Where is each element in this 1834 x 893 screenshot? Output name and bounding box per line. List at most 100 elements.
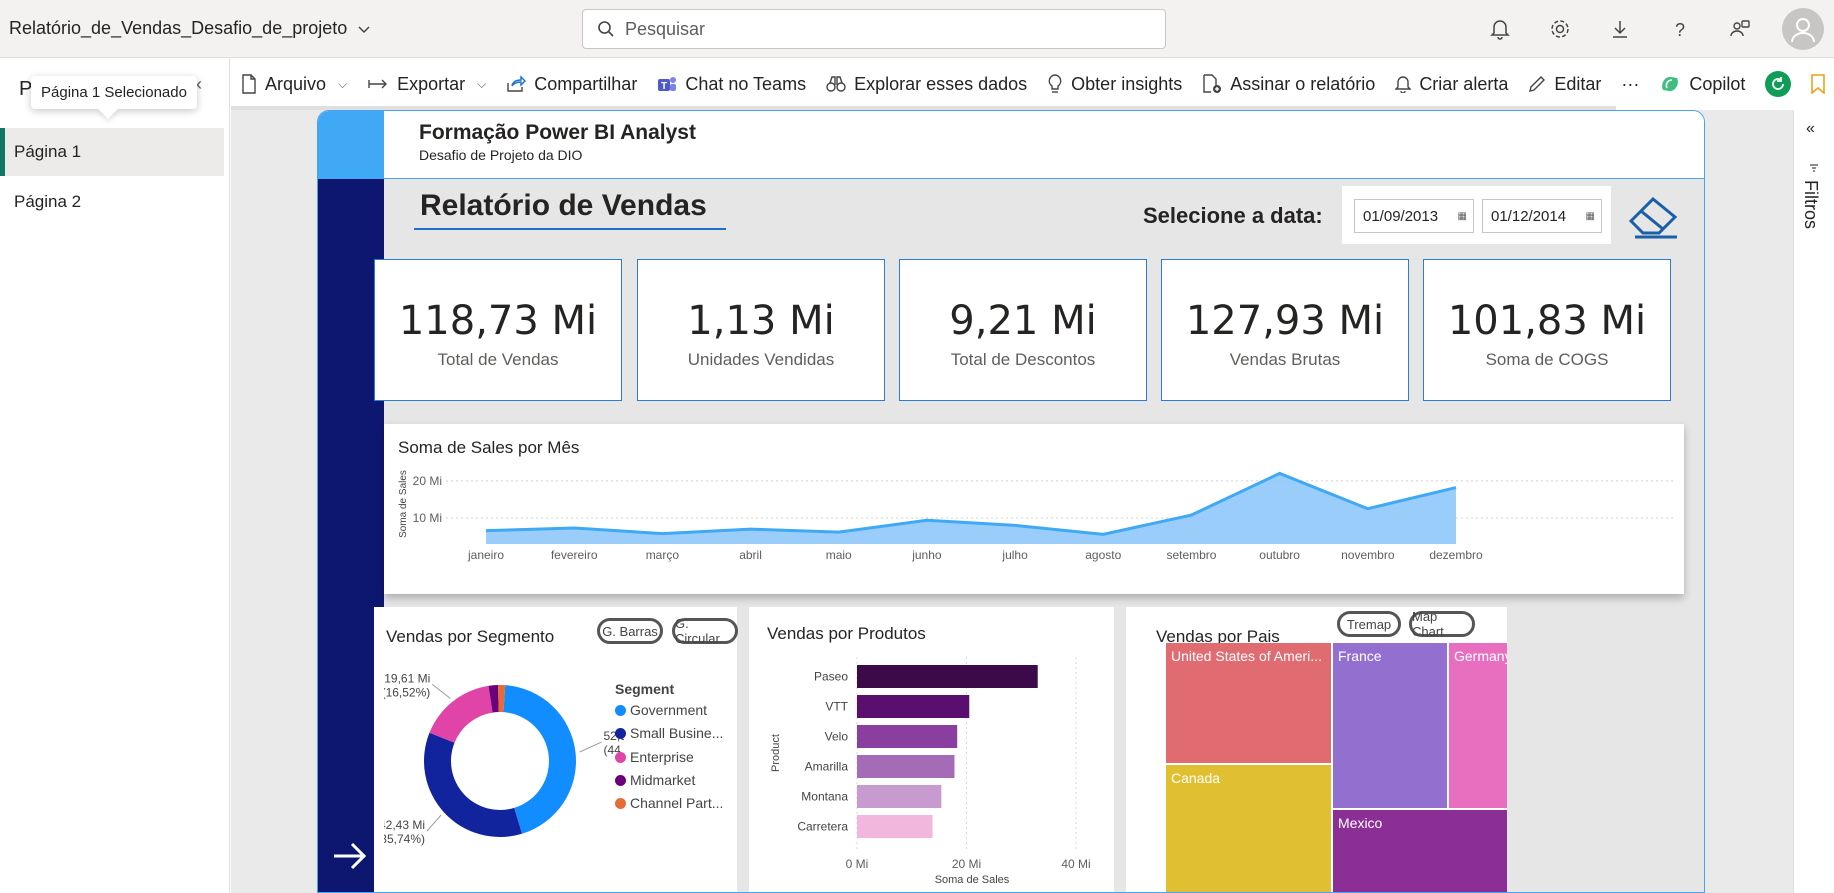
sales-by-month-chart[interactable]: Soma de Sales por Mês 10 Mi 20 Mi Soma de … bbox=[384, 424, 1684, 594]
kpi-value: 101,83 Mi bbox=[1447, 298, 1647, 344]
kpi-label: Unidades Vendidas bbox=[687, 350, 835, 369]
country-chart-panel[interactable]: Vendas por Pais Tremap Map Chart United … bbox=[1126, 607, 1507, 892]
x-tick-label: 20 Mi bbox=[952, 857, 981, 871]
arrow-right-icon[interactable] bbox=[332, 841, 368, 871]
bar-view-button[interactable]: G. Barras bbox=[597, 618, 663, 644]
report-canvas: Formação Power BI Analyst Desafio de Pro… bbox=[231, 110, 1793, 893]
legend-item-small-business[interactable]: Small Busine... bbox=[615, 725, 723, 741]
lightbulb-icon bbox=[1048, 74, 1062, 93]
date-end-input[interactable]: 01/12/2014 ▦ bbox=[1482, 199, 1602, 233]
page-tab-1[interactable]: Página 1 bbox=[0, 128, 224, 176]
download-icon bbox=[1613, 21, 1627, 38]
x-tick-label: outubro bbox=[1259, 548, 1300, 562]
search-input[interactable] bbox=[625, 18, 1145, 40]
help-button[interactable]: ? bbox=[1650, 0, 1710, 58]
double-chevron-left-icon: « bbox=[192, 74, 203, 94]
pencil-icon bbox=[1529, 76, 1546, 92]
share-people-button[interactable] bbox=[1710, 0, 1770, 58]
filters-pane[interactable]: « Filtros bbox=[1793, 110, 1834, 893]
criar-alerta-label: Criar alerta bbox=[1419, 73, 1509, 94]
compartilhar-label: Compartilhar bbox=[534, 73, 638, 94]
search-box[interactable] bbox=[582, 9, 1166, 49]
date-label: Selecione a data: bbox=[1143, 203, 1323, 228]
assinar-button[interactable]: Assinar o relatório bbox=[1202, 74, 1375, 95]
page-tab-2[interactable]: Página 2 bbox=[0, 178, 224, 226]
report-title-dropdown[interactable]: Relatório_de_Vendas_Desafio_de_projeto bbox=[9, 18, 371, 39]
copilot-button[interactable]: Copilot bbox=[1659, 74, 1745, 95]
report-header: Formação Power BI Analyst Desafio de Pro… bbox=[318, 111, 1704, 179]
segment-chart-panel[interactable]: Vendas por Segmento G. Barras G. Circula… bbox=[374, 607, 738, 892]
area-chart-svg: 10 Mi 20 Mi Soma de Sales janeiro fevereiro m… bbox=[398, 470, 1674, 562]
filter-icon bbox=[1810, 164, 1818, 172]
treemap-svg: United States of Ameri... France Germany Ca… bbox=[1166, 643, 1507, 892]
share-icon bbox=[507, 75, 527, 92]
arquivo-menu[interactable]: Arquivo ⌵ bbox=[241, 74, 347, 95]
avatar-icon bbox=[1791, 18, 1815, 43]
notifications-button[interactable] bbox=[1470, 0, 1530, 58]
compartilhar-button[interactable]: Compartilhar bbox=[506, 74, 637, 95]
search-icon bbox=[598, 21, 614, 37]
chevron-down-icon bbox=[358, 25, 370, 33]
bar-amarilla bbox=[857, 755, 955, 778]
insights-button[interactable]: Obter insights bbox=[1047, 74, 1182, 95]
filters-label: Filtros bbox=[1801, 180, 1821, 229]
explorar-button[interactable]: Explorar esses dados bbox=[826, 74, 1027, 95]
date-start-input[interactable]: 01/09/2013 ▦ bbox=[1354, 199, 1474, 233]
toolbar-scrollbar[interactable] bbox=[231, 106, 1616, 110]
legend-item-channel-partners[interactable]: Channel Part... bbox=[615, 795, 723, 811]
exportar-menu[interactable]: Exportar ⌵ bbox=[367, 74, 486, 95]
top-icons: ? bbox=[1470, 0, 1834, 58]
editar-button[interactable]: Editar bbox=[1528, 74, 1601, 95]
header-accent bbox=[318, 111, 384, 179]
legend-dot bbox=[615, 727, 626, 739]
pie-view-button[interactable]: G. Circular bbox=[672, 616, 738, 646]
criar-alerta-button[interactable]: Criar alerta bbox=[1395, 74, 1508, 95]
legend-item-government[interactable]: Government bbox=[615, 702, 707, 718]
y-tick-label: 20 Mi bbox=[413, 474, 442, 488]
double-chevron-left-icon[interactable]: « bbox=[1806, 120, 1815, 137]
data-label-value: 19,61 Mi bbox=[384, 671, 430, 685]
avatar[interactable] bbox=[1782, 8, 1824, 50]
y-tick-label: Montana bbox=[801, 790, 848, 804]
legend-dot bbox=[615, 797, 626, 809]
x-tick-label: novembro bbox=[1341, 548, 1395, 562]
legend-label: Enterprise bbox=[630, 749, 694, 765]
legend-dot bbox=[615, 751, 626, 763]
kpi-label: Total de Vendas bbox=[437, 350, 559, 369]
treemap-view-button[interactable]: Tremap bbox=[1337, 611, 1401, 637]
editar-label: Editar bbox=[1554, 73, 1602, 94]
kpi-unidades-vendidas: 1,13 Mi Unidades Vendidas bbox=[637, 259, 885, 401]
legend-dot bbox=[615, 704, 626, 716]
donut-slice-midmarket bbox=[488, 685, 499, 713]
title-underline bbox=[414, 228, 726, 230]
collapse-pages-button[interactable]: « bbox=[192, 74, 202, 95]
legend-item-enterprise[interactable]: Enterprise bbox=[615, 749, 694, 765]
bookmark-button[interactable] bbox=[1811, 74, 1826, 94]
page-tab-label: Página 1 bbox=[14, 142, 82, 161]
area-fill bbox=[486, 473, 1456, 544]
settings-button[interactable] bbox=[1530, 0, 1590, 58]
treemap-label: Mexico bbox=[1338, 815, 1383, 831]
header-title: Formação Power BI Analyst bbox=[419, 121, 696, 144]
teams-chat-button[interactable]: T Chat no Teams bbox=[657, 74, 806, 95]
chart-title: Vendas por Produtos bbox=[767, 624, 926, 643]
treemap-label: Germany bbox=[1454, 648, 1507, 664]
pages-header: P bbox=[19, 78, 33, 100]
treemap-label: France bbox=[1338, 648, 1382, 664]
teams-label: Chat no Teams bbox=[685, 73, 807, 94]
more-options-button[interactable]: ··· bbox=[1621, 74, 1639, 95]
eraser-icon[interactable] bbox=[1625, 191, 1681, 241]
donut-slice-government bbox=[503, 685, 576, 834]
subscribe-icon bbox=[1203, 74, 1222, 93]
download-button[interactable] bbox=[1590, 0, 1650, 58]
chart-title: Vendas por Pais bbox=[1156, 627, 1280, 646]
refresh-button[interactable] bbox=[1765, 71, 1792, 97]
explorar-label: Explorar esses dados bbox=[854, 73, 1028, 94]
legend-item-midmarket[interactable]: Midmarket bbox=[615, 772, 695, 788]
map-view-button[interactable]: Map Chart bbox=[1409, 609, 1475, 639]
data-label-pct: (35,74%) bbox=[384, 832, 425, 846]
bar-carretera bbox=[857, 815, 933, 838]
products-chart-panel[interactable]: Vendas por Produtos 0 Mi 20 Mi 40 Mi Soma d… bbox=[749, 607, 1114, 892]
kpi-soma-cogs: 101,83 Mi Soma de COGS bbox=[1423, 259, 1671, 401]
pill-label: G. Barras bbox=[602, 623, 658, 639]
